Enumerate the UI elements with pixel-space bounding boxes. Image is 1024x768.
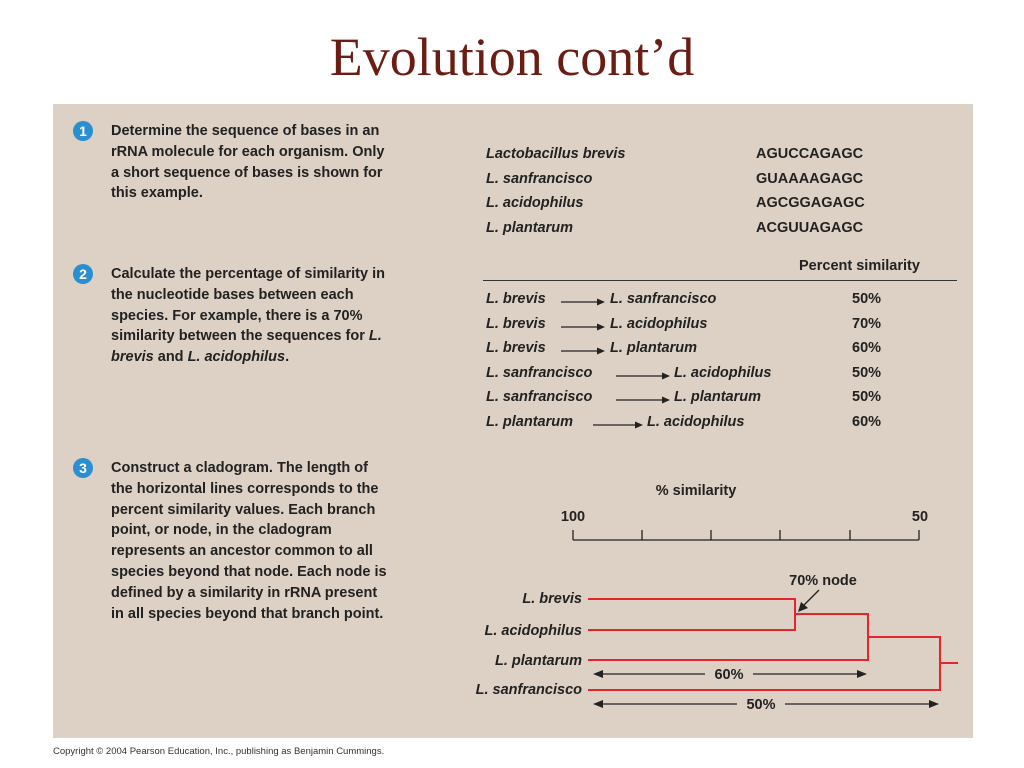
arrow-right-icon bbox=[616, 372, 670, 379]
node-pointer-arrow-icon bbox=[798, 589, 820, 612]
step-2-text: Calculate the percentage of similarity i… bbox=[111, 264, 391, 368]
scale-right-label: 50 bbox=[912, 509, 928, 525]
pair-value: 50% bbox=[852, 291, 882, 307]
rrna-sequence: AGUCCAGAGC bbox=[756, 146, 864, 162]
span-60-label: 60% bbox=[714, 667, 743, 683]
pair-row: L. brevis L. plantarum 60% bbox=[486, 340, 881, 362]
span-50-label: 50% bbox=[746, 697, 775, 713]
species-name: Lactobacillus brevis bbox=[486, 146, 626, 162]
slide-title: Evolution cont’d bbox=[329, 27, 695, 87]
pair-from: L. sanfrancisco bbox=[486, 364, 593, 381]
step-3-text: Construct a cladogram. The length of the… bbox=[111, 460, 387, 622]
taxon-label: L. brevis bbox=[522, 591, 582, 607]
arrow-right-icon bbox=[593, 421, 643, 428]
pair-row: L. brevis L. sanfrancisco 50% bbox=[486, 291, 881, 313]
percent-similarity-header: Percent similarity bbox=[799, 258, 920, 274]
cladogram: % similarity 100 50 L. brevis L. acidoph… bbox=[476, 483, 958, 713]
rrna-sequence: GUAAAAGAGC bbox=[756, 170, 864, 187]
span-60-arrow bbox=[593, 670, 867, 678]
pair-to: L. plantarum bbox=[674, 389, 762, 405]
node-label: 70% node bbox=[789, 573, 857, 589]
arrow-right-icon bbox=[561, 298, 605, 306]
pair-value: 70% bbox=[852, 315, 882, 332]
step-2-text-a: Calculate the percentage of similarity i… bbox=[111, 266, 385, 345]
pair-row: L. brevis L. acidophilus 70% bbox=[486, 315, 881, 338]
similarity-scale bbox=[572, 530, 920, 541]
pair-from: L. brevis bbox=[486, 315, 546, 332]
step-2-italic-1: L. brevis bbox=[111, 328, 382, 366]
arrow-right-icon bbox=[561, 347, 605, 355]
taxon-label: L. acidophilus bbox=[485, 623, 582, 639]
pair-to: L. acidophilus bbox=[610, 315, 708, 332]
species-name: L. plantarum bbox=[486, 219, 574, 236]
step-3-badge: 3 bbox=[73, 458, 93, 478]
similarity-scale-label: % similarity bbox=[656, 483, 737, 499]
rrna-sequence: AGCGGAGAGC bbox=[756, 195, 865, 211]
arrow-right-icon bbox=[616, 396, 670, 404]
pair-row: L. sanfrancisco L. acidophilus 50% bbox=[486, 364, 881, 387]
pair-from: L. brevis bbox=[486, 340, 546, 356]
copyright-notice: Copyright © 2004 Pearson Education, Inc.… bbox=[53, 746, 385, 757]
figure-panel: 1 Determine the sequence of bases in an … bbox=[53, 104, 973, 738]
pair-value: 60% bbox=[852, 340, 882, 356]
rrna-sequence: ACGUUAGAGC bbox=[756, 219, 864, 236]
step-2-badge: 2 bbox=[73, 264, 93, 284]
step-2-text-b: and bbox=[153, 349, 188, 366]
cladogram-branches bbox=[588, 598, 958, 691]
pair-row: L. sanfrancisco L. plantarum 50% bbox=[486, 389, 881, 411]
step-2-text-c: . bbox=[285, 349, 290, 366]
table-rule bbox=[483, 280, 957, 281]
scale-left-label: 100 bbox=[561, 509, 585, 525]
pair-to: L. sanfrancisco bbox=[610, 291, 717, 307]
taxon-label: L. plantarum bbox=[495, 653, 582, 669]
pair-from: L. brevis bbox=[486, 291, 546, 307]
step-1-badge: 1 bbox=[73, 121, 93, 141]
pair-value: 50% bbox=[852, 364, 882, 381]
arrow-right-icon bbox=[561, 323, 605, 330]
species-name: L. sanfrancisco bbox=[486, 170, 593, 187]
pair-to: L. acidophilus bbox=[647, 413, 745, 430]
taxon-label: L. sanfrancisco bbox=[476, 682, 583, 698]
pair-value: 50% bbox=[852, 389, 882, 405]
pair-row: L. plantarum L. acidophilus 60% bbox=[486, 413, 881, 436]
step-1-text: Determine the sequence of bases in an rR… bbox=[111, 123, 385, 202]
step-2-italic-2: L. acidophilus bbox=[187, 349, 286, 366]
pair-to: L. acidophilus bbox=[674, 364, 772, 381]
pair-value: 60% bbox=[852, 413, 882, 430]
pair-from: L. plantarum bbox=[486, 413, 574, 430]
span-50-arrow bbox=[593, 700, 939, 708]
species-name: L. acidophilus bbox=[486, 195, 584, 211]
pair-to: L. plantarum bbox=[610, 340, 698, 356]
pair-from: L. sanfrancisco bbox=[486, 389, 593, 405]
